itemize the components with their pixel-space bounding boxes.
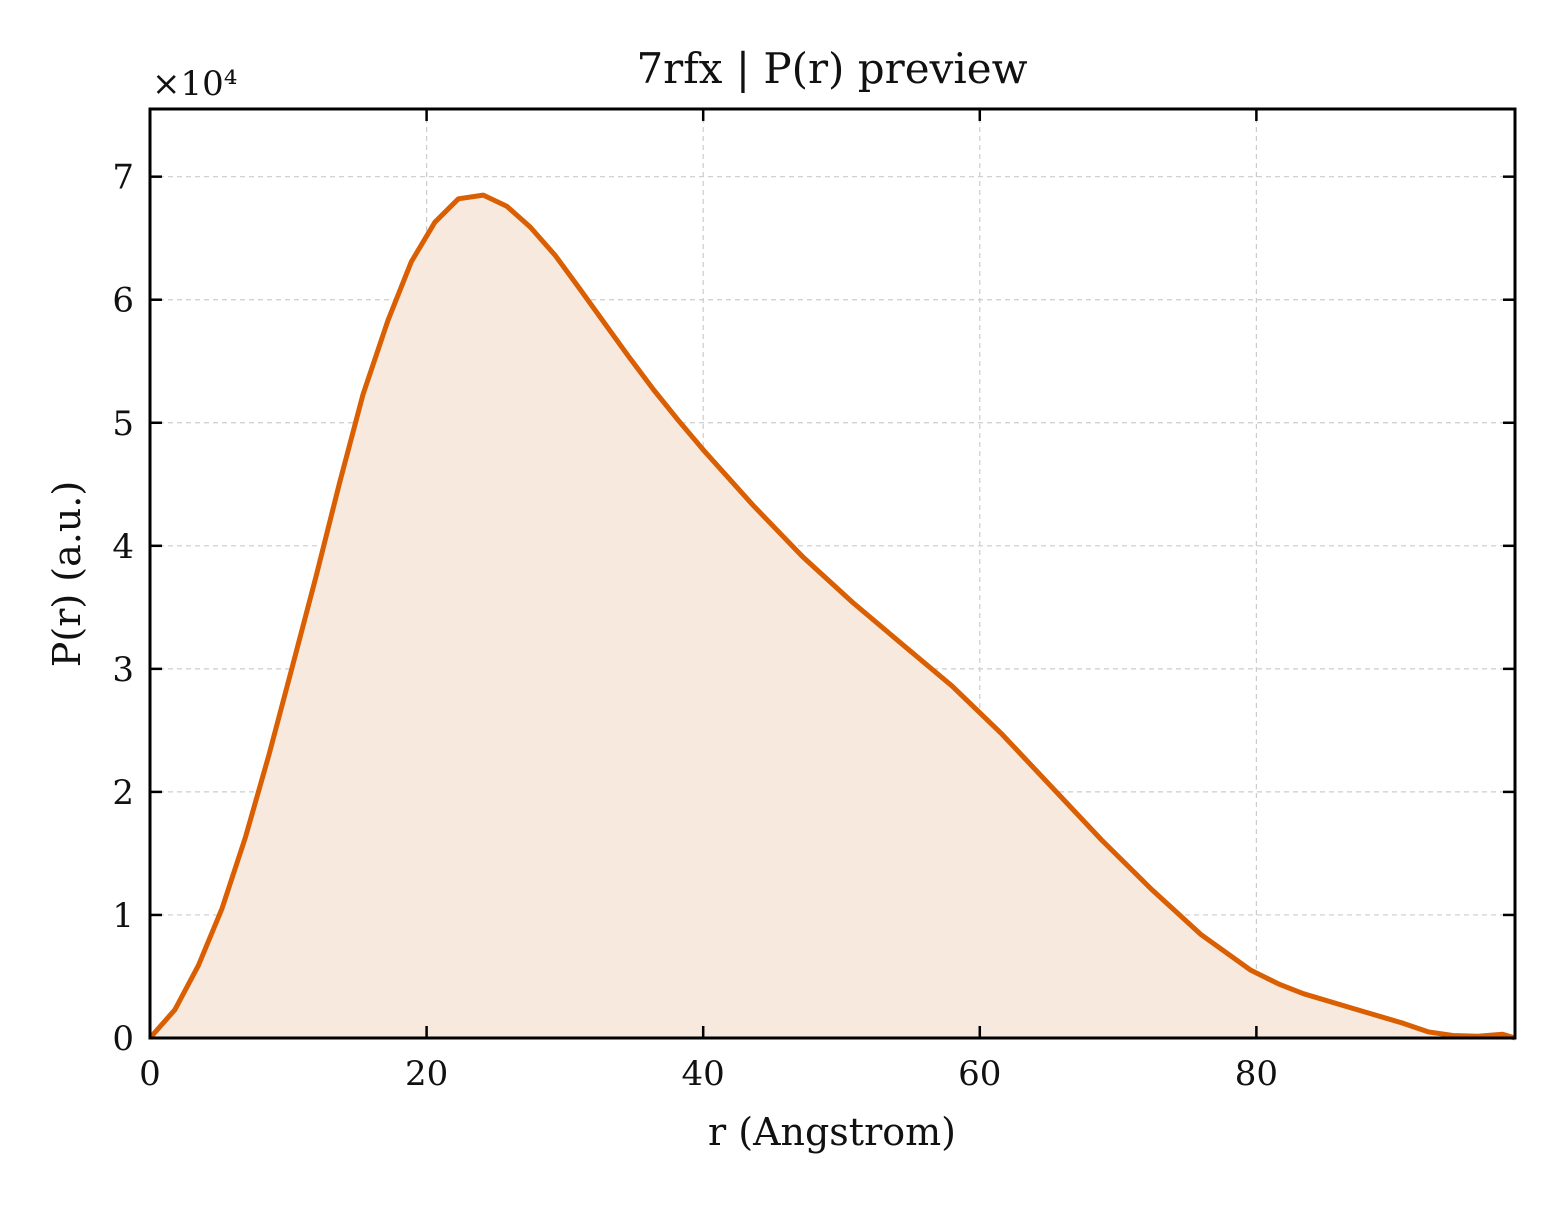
x-tick-label: 40 (682, 1054, 725, 1094)
chart-title: 7rfx | P(r) preview (636, 44, 1027, 93)
y-multiplier-label: ×10⁴ (152, 64, 237, 104)
y-tick-label: 4 (112, 527, 134, 567)
x-tick-label: 80 (1235, 1054, 1278, 1094)
y-tick-label: 2 (112, 773, 134, 813)
x-tick-label: 20 (405, 1054, 448, 1094)
x-axis-label: r (Angstrom) (708, 1110, 956, 1154)
y-tick-label: 6 (112, 281, 134, 321)
y-axis-label: P(r) (a.u.) (45, 481, 89, 667)
x-tick-label: 0 (139, 1054, 161, 1094)
y-tick-label: 7 (112, 158, 134, 198)
series-line (148, 192, 1516, 1041)
plot-frame (148, 107, 1517, 1040)
y-tick-label: 3 (112, 650, 134, 690)
y-tick-label: 0 (112, 1019, 134, 1059)
y-tick-label: 1 (112, 896, 134, 936)
area-fill (150, 195, 1515, 1039)
x-tick-label: 60 (958, 1054, 1001, 1094)
y-tick-label: 5 (112, 404, 134, 444)
